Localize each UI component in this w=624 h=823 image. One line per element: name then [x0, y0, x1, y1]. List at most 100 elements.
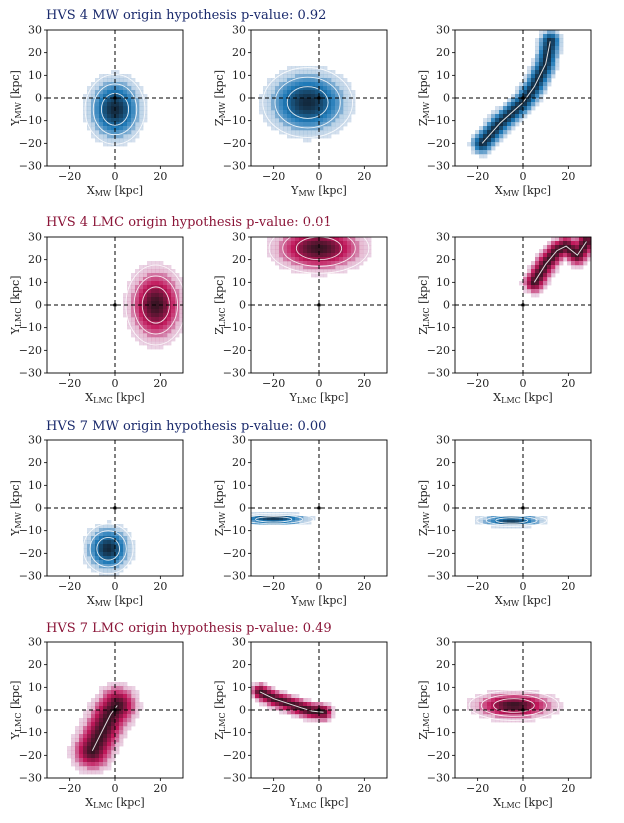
- density-cell: [559, 46, 564, 51]
- density-cell: [135, 329, 140, 334]
- density-cell: [127, 556, 132, 561]
- density-cell: [179, 285, 184, 290]
- density-cell: [103, 686, 108, 691]
- density-cell: [311, 273, 316, 278]
- density-cell: [103, 738, 108, 743]
- density-cell: [319, 102, 324, 107]
- density-cell: [115, 90, 120, 95]
- density-cell: [467, 706, 472, 711]
- density-cell: [311, 74, 316, 79]
- density-cell: [123, 94, 128, 99]
- density-cell: [271, 253, 276, 258]
- density-cell: [507, 706, 512, 711]
- density-cell: [539, 86, 544, 91]
- density-cell: [327, 110, 332, 115]
- density-cell: [95, 726, 100, 731]
- density-cell: [115, 102, 120, 107]
- density-cell: [131, 694, 136, 699]
- y-tick-label: 0: [443, 299, 450, 312]
- density-cell: [299, 110, 304, 115]
- density-cell: [111, 532, 116, 537]
- density-cell: [551, 698, 556, 703]
- density-cell: [87, 122, 92, 127]
- density-cell: [579, 257, 584, 262]
- density-cell: [107, 758, 112, 763]
- density-cell: [127, 114, 132, 119]
- density-cell: [483, 142, 488, 147]
- density-cell: [347, 261, 352, 266]
- density-cell: [299, 134, 304, 139]
- density-cell: [535, 265, 540, 270]
- density-cell: [563, 237, 568, 242]
- density-cell: [95, 766, 100, 771]
- density-cell: [271, 110, 276, 115]
- density-cell: [271, 237, 276, 242]
- density-cell: [83, 762, 88, 767]
- density-cell: [115, 86, 120, 91]
- density-cell: [487, 706, 492, 711]
- x-tick-label: −20: [466, 170, 489, 183]
- density-cell: [99, 702, 104, 707]
- density-cell: [535, 520, 540, 525]
- density-cell: [163, 281, 168, 286]
- density-cell: [495, 142, 500, 147]
- density-cell: [87, 706, 92, 711]
- density-cell: [315, 702, 320, 707]
- x-tick-label: 0: [112, 782, 119, 795]
- density-cell: [179, 293, 184, 298]
- density-cell: [283, 118, 288, 123]
- density-cell: [291, 86, 296, 91]
- density-cell: [111, 746, 116, 751]
- density-cell: [527, 524, 532, 529]
- density-cell: [555, 34, 560, 39]
- density-cell: [511, 694, 516, 699]
- density-cell: [287, 70, 292, 75]
- density-cell: [103, 94, 108, 99]
- density-cell: [131, 702, 136, 707]
- density-cell: [291, 78, 296, 83]
- density-cell: [139, 126, 144, 131]
- density-cell: [263, 694, 268, 699]
- density-cell: [71, 754, 76, 759]
- density-cell: [87, 742, 92, 747]
- y-tick-label: 10: [436, 479, 450, 492]
- density-cell: [543, 38, 548, 43]
- density-cell: [139, 122, 144, 127]
- density-cell: [339, 90, 344, 95]
- density-cell: [127, 325, 132, 330]
- density-cell: [559, 249, 564, 254]
- density-cell: [499, 706, 504, 711]
- density-cell: [147, 265, 152, 270]
- density-cell: [551, 245, 556, 250]
- density-cell: [283, 698, 288, 703]
- density-cell: [103, 102, 108, 107]
- density-cell: [139, 301, 144, 306]
- density-cell: [159, 261, 164, 266]
- density-cell: [167, 265, 172, 270]
- contour-line: [259, 691, 324, 713]
- x-axis-label: XMW [kpc]: [495, 184, 551, 198]
- x-tick-label: −20: [262, 580, 285, 593]
- y-tick-label: 20: [436, 456, 450, 469]
- density-cell: [75, 734, 80, 739]
- density-cell: [275, 253, 280, 258]
- density-cell: [291, 241, 296, 246]
- density-cell: [91, 750, 96, 755]
- density-cell: [79, 742, 84, 747]
- density-cell: [95, 698, 100, 703]
- density-cell: [95, 126, 100, 131]
- density-cell: [91, 134, 96, 139]
- density-cell: [551, 74, 556, 79]
- density-cell: [339, 86, 344, 91]
- row-title-hvs4-mw: HVS 4 MW origin hypothesis p-value: 0.92: [46, 8, 326, 23]
- density-cell: [147, 269, 152, 274]
- density-cell: [107, 706, 112, 711]
- density-cell: [139, 285, 144, 290]
- density-cell: [551, 269, 556, 274]
- density-cell: [539, 289, 544, 294]
- density-cell: [527, 66, 532, 71]
- density-cell: [535, 273, 540, 278]
- density-cell: [135, 305, 140, 310]
- density-cell: [119, 714, 124, 719]
